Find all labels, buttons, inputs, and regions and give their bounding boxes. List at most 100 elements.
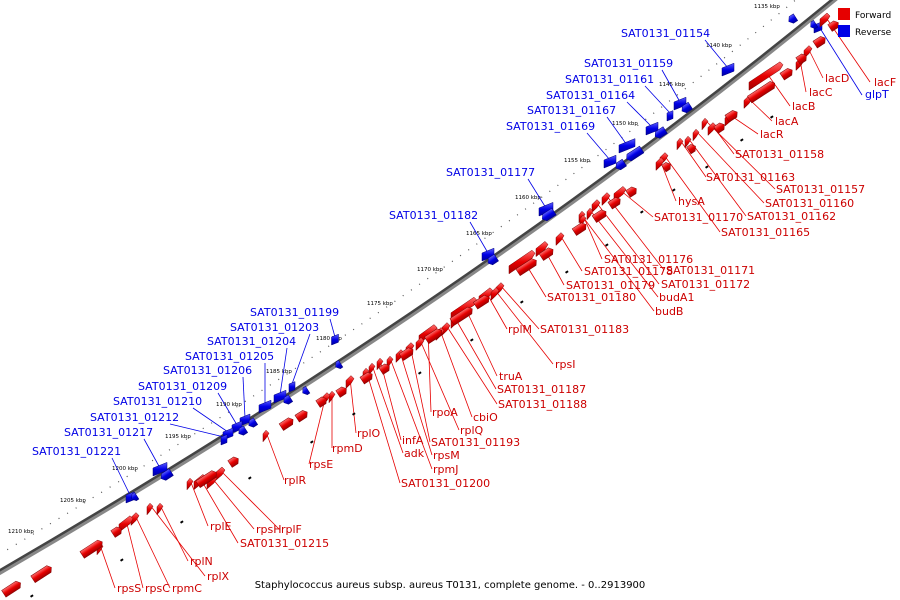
reverse-gene-label[interactable]: SAT0131_01204	[207, 335, 296, 348]
forward-gene-label[interactable]: rplR	[284, 474, 307, 487]
reverse-gene-feature[interactable]	[618, 138, 636, 154]
forward-gene-feature[interactable]	[601, 192, 611, 206]
forward-gene-block[interactable]	[686, 143, 698, 155]
forward-gene-label[interactable]: truA	[499, 370, 523, 383]
forward-gene-block[interactable]	[359, 371, 374, 385]
forward-gene-label[interactable]: rpmD	[332, 442, 363, 455]
forward-gene-block[interactable]	[335, 385, 349, 398]
reverse-gene-block[interactable]	[624, 145, 645, 163]
forward-gene-block[interactable]	[571, 221, 588, 236]
forward-gene-label[interactable]: SAT0131_01200	[401, 477, 490, 490]
forward-gene-label[interactable]: rplQ	[460, 424, 484, 437]
forward-gene-label[interactable]: SAT0131_01178	[584, 265, 673, 278]
forward-gene-block[interactable]	[724, 109, 739, 123]
forward-gene-label[interactable]: SAT0131_01162	[747, 210, 836, 223]
forward-gene-feature[interactable]	[655, 157, 665, 171]
reverse-gene-feature[interactable]	[666, 110, 674, 122]
forward-gene-label[interactable]: SAT0131_01193	[431, 436, 520, 449]
forward-gene-label[interactable]: budB	[655, 305, 683, 318]
forward-gene-label[interactable]: SAT0131_01157	[776, 183, 865, 196]
reverse-gene-block[interactable]	[808, 20, 819, 30]
forward-gene-feature[interactable]	[490, 287, 500, 301]
forward-gene-block[interactable]	[110, 525, 124, 538]
forward-gene-label[interactable]: rpmC	[172, 582, 202, 595]
reverse-gene-block[interactable]	[614, 158, 627, 171]
forward-gene-label[interactable]: adk	[404, 447, 425, 460]
forward-gene-block[interactable]	[195, 469, 219, 489]
forward-gene-feature[interactable]	[376, 357, 384, 371]
forward-gene-label[interactable]: SAT0131_01188	[498, 398, 587, 411]
forward-gene-block[interactable]	[472, 294, 491, 310]
reverse-gene-block[interactable]	[540, 207, 557, 222]
forward-gene-label[interactable]: SAT0131_01171	[666, 264, 755, 277]
reverse-gene-block[interactable]	[333, 360, 344, 370]
forward-gene-feature[interactable]	[156, 502, 164, 516]
forward-gene-feature[interactable]	[508, 249, 536, 275]
forward-gene-feature[interactable]	[328, 390, 336, 404]
reverse-gene-label[interactable]: SAT0131_01210	[113, 395, 202, 408]
forward-gene-block[interactable]	[79, 538, 104, 559]
forward-gene-block[interactable]	[625, 185, 639, 198]
forward-gene-label[interactable]: SAT0131_01170	[654, 211, 743, 224]
forward-gene-feature[interactable]	[692, 128, 700, 142]
reverse-gene-block[interactable]	[237, 425, 249, 437]
forward-gene-block[interactable]	[661, 161, 673, 173]
forward-gene-label[interactable]: rplM	[508, 323, 532, 336]
forward-gene-block[interactable]	[538, 246, 555, 261]
reverse-gene-label[interactable]: SAT0131_01169	[506, 120, 595, 133]
forward-gene-feature[interactable]	[415, 337, 425, 351]
forward-gene-label[interactable]: lacD	[825, 72, 849, 85]
reverse-gene-label[interactable]: SAT0131_01199	[250, 306, 339, 319]
forward-gene-label[interactable]: rplO	[357, 427, 381, 440]
reverse-gene-label[interactable]: SAT0131_01159	[584, 57, 673, 70]
reverse-gene-feature[interactable]	[603, 154, 617, 169]
reverse-gene-block[interactable]	[159, 468, 174, 482]
forward-gene-label[interactable]: SAT0131_01179	[566, 279, 655, 292]
forward-gene-block[interactable]	[315, 395, 329, 408]
forward-gene-label[interactable]: rpsS	[117, 582, 141, 595]
forward-gene-label[interactable]: cbiO	[473, 411, 498, 424]
forward-gene-block[interactable]	[424, 327, 443, 344]
forward-gene-label[interactable]: rpsM	[433, 449, 460, 462]
forward-gene-label[interactable]: SAT0131_01176	[604, 253, 693, 266]
forward-gene-label[interactable]: lacB	[792, 100, 815, 113]
forward-gene-label[interactable]: rpsH	[256, 523, 282, 536]
forward-gene-feature[interactable]	[130, 512, 140, 526]
forward-gene-feature[interactable]	[262, 429, 270, 443]
reverse-gene-label[interactable]: SAT0131_01203	[230, 321, 319, 334]
forward-gene-block[interactable]	[278, 416, 295, 431]
forward-gene-block[interactable]	[779, 67, 794, 81]
reverse-gene-label[interactable]: SAT0131_01206	[163, 364, 252, 377]
reverse-gene-label[interactable]: SAT0131_01182	[389, 209, 478, 222]
forward-gene-label[interactable]: budA1	[659, 291, 694, 304]
forward-gene-label[interactable]: infA	[402, 434, 424, 447]
reverse-gene-label[interactable]: SAT0131_01212	[90, 411, 179, 424]
reverse-gene-block[interactable]	[787, 13, 799, 25]
forward-gene-feature[interactable]	[535, 241, 549, 258]
reverse-gene-feature[interactable]	[220, 434, 228, 446]
reverse-gene-block[interactable]	[486, 253, 499, 266]
forward-gene-label[interactable]: rplE	[210, 520, 232, 533]
forward-gene-block[interactable]	[795, 52, 809, 65]
reverse-gene-block[interactable]	[680, 101, 693, 114]
forward-gene-feature[interactable]	[684, 135, 692, 149]
forward-gene-label[interactable]: lacC	[809, 86, 833, 99]
forward-gene-block[interactable]	[607, 196, 622, 210]
forward-gene-label[interactable]: lacF	[874, 76, 896, 89]
forward-gene-label[interactable]: lacA	[775, 115, 799, 128]
reverse-gene-feature[interactable]	[288, 381, 296, 393]
forward-gene-block[interactable]	[227, 455, 241, 468]
forward-gene-label[interactable]: SAT0131_01180	[547, 291, 636, 304]
forward-gene-feature[interactable]	[701, 117, 709, 131]
forward-gene-block[interactable]	[449, 305, 474, 326]
reverse-gene-label[interactable]: SAT0131_01154	[621, 27, 710, 40]
forward-gene-label[interactable]: SAT0131_01172	[661, 278, 750, 291]
forward-gene-feature[interactable]	[555, 232, 565, 246]
forward-gene-feature[interactable]	[586, 207, 594, 221]
forward-gene-block[interactable]	[30, 564, 54, 584]
reverse-gene-block[interactable]	[247, 417, 259, 429]
forward-gene-block[interactable]	[713, 121, 727, 134]
reverse-gene-block[interactable]	[282, 394, 294, 406]
forward-gene-label[interactable]: rpsC	[145, 582, 170, 595]
forward-gene-label[interactable]: SAT0131_01165	[721, 226, 810, 239]
